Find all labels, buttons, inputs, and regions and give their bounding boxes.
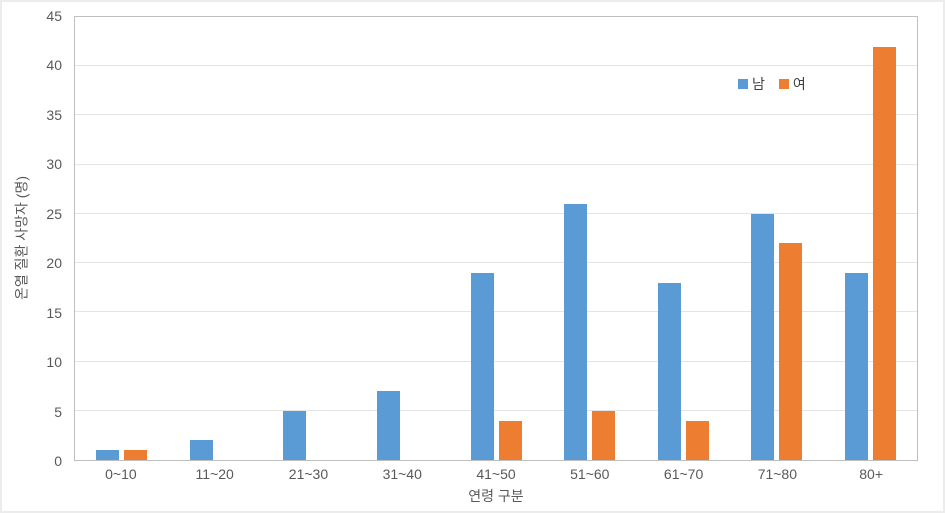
bar-남-11~20 — [189, 440, 213, 460]
bar-여-71~80 — [779, 243, 803, 460]
y-tick-label: 0 — [54, 453, 62, 469]
y-tick-label: 25 — [46, 205, 62, 222]
gridline — [75, 262, 917, 264]
gridline — [75, 409, 917, 411]
category-group-51~60 — [543, 17, 637, 460]
bars-container — [75, 17, 917, 460]
category-group-31~40 — [356, 17, 450, 460]
legend-swatch-icon — [778, 79, 789, 89]
bar-여-51~60 — [592, 410, 616, 460]
category-group-21~30 — [262, 17, 356, 460]
y-tick-label: 45 — [46, 8, 62, 24]
category-group-80+ — [824, 17, 918, 460]
gridlines — [75, 17, 917, 460]
legend-swatch-icon — [738, 79, 748, 89]
y-tick-label: 5 — [54, 403, 62, 420]
plot-area — [74, 16, 918, 461]
x-tick-label: 21~30 — [288, 466, 329, 482]
bar-남-31~40 — [376, 391, 400, 460]
bar-여-0~10 — [124, 450, 148, 460]
y-tick-label: 15 — [46, 304, 62, 321]
bar-남-61~70 — [657, 282, 681, 460]
gridline — [75, 311, 917, 313]
bar-여-41~50 — [498, 420, 522, 460]
x-axis-tick-labels: 0~10 11~20 21~30 31~40 41~50 51~60 61~70 71~80 8… — [74, 466, 918, 482]
legend-label: 여 — [792, 76, 806, 92]
y-tick-label: 30 — [46, 156, 62, 173]
x-tick-label: 61~70 — [663, 466, 704, 482]
gridline — [75, 65, 917, 67]
category-group-71~80 — [730, 17, 824, 460]
bar-여-80+ — [872, 46, 896, 460]
bar-남-21~30 — [283, 410, 307, 460]
y-tick-label: 35 — [46, 106, 62, 123]
gridline — [75, 212, 917, 214]
y-tick-label: 20 — [46, 255, 62, 272]
x-tick-label: 80+ — [859, 466, 884, 482]
x-axis-title: 연령 구분 — [468, 488, 524, 504]
category-group-0~10 — [75, 17, 169, 460]
x-tick-label: 31~40 — [382, 466, 422, 482]
gridline — [75, 163, 917, 165]
bar-남-71~80 — [751, 213, 775, 460]
bar-남-80+ — [844, 272, 868, 460]
x-tick-label: 41~50 — [476, 466, 516, 482]
category-group-41~50 — [449, 17, 543, 460]
x-tick-label: 0~10 — [105, 466, 137, 482]
bar-여-61~70 — [685, 420, 709, 460]
x-tick-label: 71~80 — [757, 466, 798, 482]
x-tick-label: 51~60 — [570, 466, 610, 482]
y-tick-label: 40 — [46, 57, 62, 74]
legend-label: 남 — [752, 76, 765, 92]
category-group-11~20 — [169, 17, 263, 460]
gridline — [75, 360, 917, 362]
legend-item-남: 남 — [738, 74, 765, 94]
gridline — [75, 114, 917, 116]
y-axis-tick-labels: 0 5 10 15 20 25 30 35 40 45 — [2, 8, 62, 469]
y-tick-label: 10 — [46, 354, 62, 371]
bar-남-0~10 — [96, 450, 120, 460]
bar-남-51~60 — [564, 204, 588, 460]
x-tick-label: 11~20 — [195, 466, 234, 482]
category-group-61~70 — [636, 17, 730, 460]
bar-남-41~50 — [470, 272, 494, 460]
legend-item-여: 여 — [778, 74, 806, 94]
